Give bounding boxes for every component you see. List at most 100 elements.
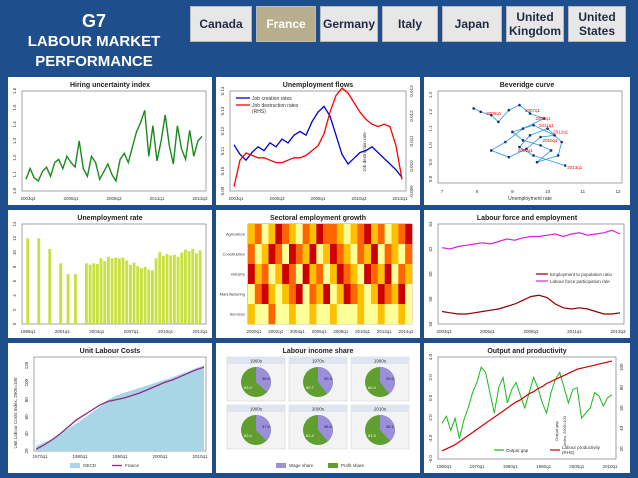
axis-annotation: Job destruction rate <box>362 132 367 172</box>
heatmap-cell <box>377 244 385 265</box>
point-label: 2006q1 <box>486 111 502 116</box>
y-tick-label: 1.6 <box>12 87 17 94</box>
heatmap-cell <box>261 304 269 325</box>
bar <box>132 262 136 324</box>
heatmap-cell <box>377 284 385 305</box>
heatmap-cell <box>323 284 331 305</box>
series-line-job-destruction <box>233 87 403 187</box>
heatmap-cell <box>384 264 392 285</box>
heatmap-cell <box>398 304 406 325</box>
x-tick-label: 10 <box>545 189 551 194</box>
legend-swatch <box>276 463 286 468</box>
heatmap-cell <box>405 224 413 245</box>
x-tick-label: 2014q1 <box>398 329 414 334</box>
y-tick-label: 0.13 <box>220 106 225 115</box>
beveridge-curve-chart: Beveridge curve 0.8 0.9 1.0 1.1 1.2 1.3 7 8 9 10 11… <box>428 82 623 202</box>
heatmap-cell <box>357 304 365 325</box>
pie-value-label: 36.8 <box>262 376 271 381</box>
heatmap-cell <box>364 264 372 285</box>
tab-germany[interactable]: Germany <box>320 6 378 42</box>
heatmap-cell <box>336 284 344 305</box>
y-tick-label: 120 <box>24 361 29 369</box>
y-tick-label: 4 <box>12 294 17 297</box>
legend-label: Output gap <box>506 448 529 453</box>
point-label: 2009q1 <box>518 148 534 153</box>
heatmap-cell <box>398 284 406 305</box>
tab-united-kingdom[interactable]: United Kingdom <box>506 6 564 42</box>
heatmap-cell <box>336 244 344 265</box>
heatmap-cell <box>309 284 317 305</box>
tab-japan[interactable]: Japan <box>442 6 502 42</box>
heatmap-cell <box>350 304 358 325</box>
x-tick-label: 2007q1 <box>124 329 140 334</box>
bar <box>165 254 169 324</box>
data-point <box>553 134 556 137</box>
y-tick-label: 1.1 <box>428 125 433 132</box>
x-tick-label: 11 <box>580 189 585 194</box>
heatmap-cell <box>357 284 365 305</box>
unit-labour-costs-chart: Unit Labour Costs 20 40 60 80 100 120 Unit Labo… <box>13 348 208 468</box>
y-tick-label: 2.0 <box>428 374 433 381</box>
heatmap-cell <box>343 224 351 245</box>
bar <box>158 251 162 324</box>
series-line-job-creation <box>233 105 403 178</box>
heatmap-cell <box>377 264 385 285</box>
heatmap-cell <box>261 224 269 245</box>
x-tick-label: 1980q1 <box>503 464 519 469</box>
y-tick-label: 14 <box>12 221 17 227</box>
heatmap-cell <box>254 244 262 265</box>
y2-axis-label: Index, 2005=100 <box>562 415 567 446</box>
tab-italy[interactable]: Italy <box>382 6 438 42</box>
point-label: 2013q1 <box>567 165 583 170</box>
x-tick-label: 2000q1 <box>569 464 585 469</box>
legend-label: OECD <box>83 463 97 468</box>
x-tick-label: 1970q1 <box>470 464 486 469</box>
heatmap-cell <box>289 304 297 325</box>
heatmap-cell <box>405 304 413 325</box>
pie-decade-label: 2010s <box>374 407 387 412</box>
y-tick-label: 40 <box>24 431 29 437</box>
data-point <box>532 123 535 127</box>
title-line-2: LABOUR MARKET <box>27 33 161 50</box>
legend-swatch <box>70 463 80 468</box>
tab-canada[interactable]: Canada <box>190 6 252 42</box>
bar <box>48 249 52 324</box>
plot-area <box>437 223 625 325</box>
heatmap-cell <box>391 284 399 305</box>
y-axis-label: Output gap <box>554 420 559 441</box>
hiring-uncertainty-chart: Hiring uncertainty index 1.0 1.1 1.2 1.3 1.4 1… <box>12 82 208 201</box>
x-tick-label: 2013q3 <box>610 329 626 334</box>
pie-slice-wage <box>256 415 271 441</box>
data-point <box>518 103 521 107</box>
bar <box>103 261 107 324</box>
y-tick-label: 60 <box>428 271 433 277</box>
y-tick-label: 64 <box>428 221 433 227</box>
heatmap-cell <box>371 224 379 245</box>
heatmap-cell <box>343 244 351 265</box>
tab-france[interactable]: France <box>256 6 316 42</box>
point-label: 2008q1 <box>536 116 552 121</box>
heatmap-cell <box>405 284 413 305</box>
heatmap-cell <box>248 244 256 265</box>
data-point <box>489 149 493 152</box>
pie-decade-label: 1960s <box>250 359 263 364</box>
pie-decade-label: 1980s <box>374 359 387 364</box>
heatmap-cell <box>282 304 290 325</box>
y-tick-label: 1.3 <box>12 137 17 144</box>
series-line-labour-productivity <box>441 360 613 452</box>
y-tick-label: 0.09 <box>220 186 225 195</box>
x-tick-label: 1990q1 <box>112 454 128 459</box>
data-point <box>504 140 507 144</box>
y-tick-label: 2 <box>12 308 17 311</box>
y-tick-label: 1.4 <box>12 121 17 128</box>
x-tick-label: 2003q1 <box>228 196 244 201</box>
heatmap-cell <box>384 304 392 325</box>
y-tick-label: 0.10 <box>220 166 225 175</box>
heatmap-cell <box>405 244 413 265</box>
tab-united-states[interactable]: United States <box>568 6 626 42</box>
heatmap-cell <box>295 264 303 285</box>
data-point <box>556 154 560 157</box>
legend-label: (RHS) <box>562 450 575 455</box>
panel-output-productivity: Output and productivity -6.0 -4.0 -2.0 0.0 2.… <box>424 343 630 473</box>
heatmap-cell <box>316 304 324 325</box>
